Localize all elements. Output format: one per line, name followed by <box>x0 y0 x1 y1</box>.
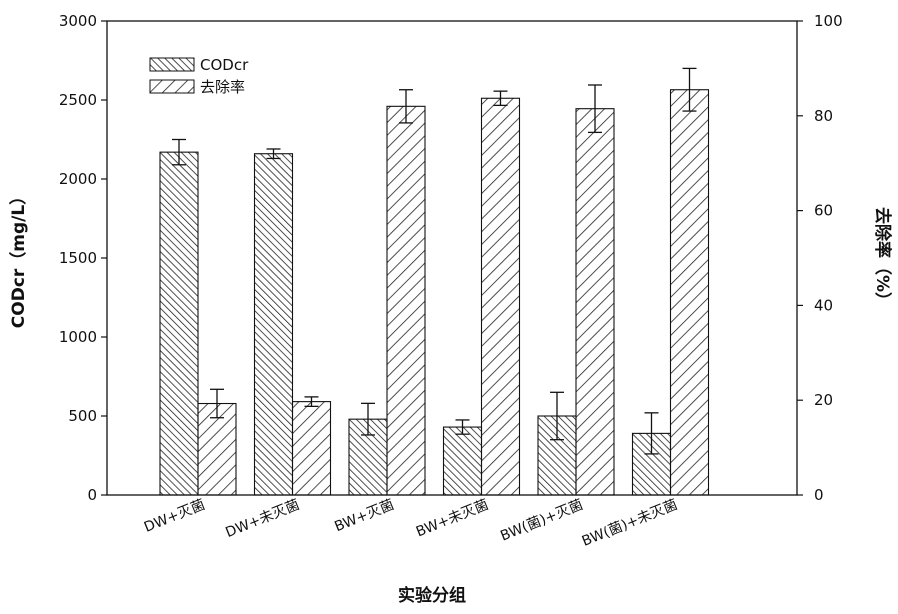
bar-codcr <box>442 426 483 496</box>
y-left-tick-label: 2500 <box>59 91 97 109</box>
y-left-tick-label: 500 <box>68 407 97 425</box>
bar-codcr <box>253 153 294 496</box>
category-label: BW+未灭菌 <box>414 497 491 541</box>
bar-removal <box>197 402 237 496</box>
y-right-tick-label: 20 <box>814 391 833 409</box>
y-axis-left-title: CODcr（mg/L） <box>8 188 29 328</box>
bar-series <box>159 67 710 496</box>
legend-label-removal: 去除率 <box>200 78 245 96</box>
bar-removal <box>291 401 332 496</box>
category-label: DW+灭菌 <box>142 497 208 536</box>
y-right-tick-label: 0 <box>814 486 824 504</box>
legend: CODcr 去除率 <box>149 56 249 96</box>
bar-removal <box>669 89 710 496</box>
y-right-tick-label: 60 <box>814 202 833 220</box>
bar-removal <box>480 97 521 496</box>
y-left-tick-label: 2000 <box>59 170 97 188</box>
category-label: BW(菌)+灭菌 <box>498 497 585 545</box>
legend-label-codcr: CODcr <box>200 56 249 74</box>
category-label: BW(菌)+未灭菌 <box>580 497 680 550</box>
x-axis-title: 实验分组 <box>398 585 466 606</box>
bar-codcr <box>159 151 199 496</box>
y-left-tick-label: 3000 <box>59 12 97 30</box>
y-left-tick-label: 1500 <box>59 249 97 267</box>
y-right-tick-label: 80 <box>814 107 833 125</box>
legend-swatch-codcr <box>149 57 195 72</box>
y-right-tick-label: 100 <box>814 12 843 30</box>
y-left-tick-label: 0 <box>87 486 97 504</box>
legend-swatch-removal <box>149 79 195 94</box>
left-axis: 0 500 1000 1500 2000 2500 3000 <box>59 12 107 504</box>
bar-removal <box>386 105 426 496</box>
category-label: DW+未灭菌 <box>223 497 302 541</box>
y-axis-right-title: 去除率（%） <box>872 207 893 309</box>
category-label: BW+灭菌 <box>332 497 396 535</box>
y-left-tick-label: 1000 <box>59 328 97 346</box>
bar-removal <box>575 108 615 496</box>
y-right-tick-label: 40 <box>814 296 833 314</box>
right-axis: 0 20 40 60 80 100 <box>797 12 843 504</box>
